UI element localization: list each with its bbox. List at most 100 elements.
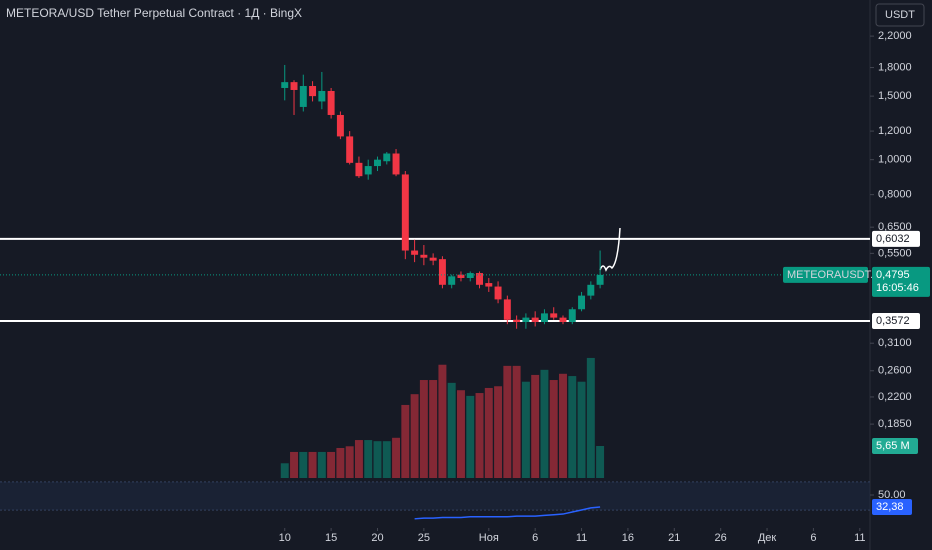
- y-tick-label: 2,2000: [878, 30, 912, 42]
- candle-body: [299, 86, 307, 107]
- volume-bar: [577, 381, 586, 478]
- candle-body: [364, 166, 372, 175]
- x-tick-label: 15: [325, 532, 337, 544]
- candle-body: [346, 136, 354, 163]
- volume-bar: [336, 447, 345, 478]
- y-tick-label: 0,8000: [878, 189, 912, 201]
- x-tick-label: 20: [371, 532, 383, 544]
- x-tick-label: 11: [854, 532, 865, 544]
- rsi-tick-label: 50.00: [878, 489, 906, 501]
- x-tick-label: Ноя: [479, 532, 499, 544]
- candle-body: [411, 250, 419, 255]
- volume-bar: [392, 437, 401, 478]
- candle-body: [485, 283, 493, 287]
- x-tick-label: 11: [576, 532, 587, 544]
- volume-bar: [429, 380, 438, 478]
- volume-bar: [494, 386, 503, 478]
- candle-body: [503, 299, 511, 320]
- volume-bar: [549, 380, 558, 478]
- rsi-line: [414, 506, 601, 520]
- candle-body: [290, 82, 298, 90]
- x-tick-label: 16: [622, 532, 634, 544]
- volume-bar: [345, 446, 354, 478]
- y-tick-label: 0,2600: [878, 365, 912, 377]
- volume-bar: [456, 390, 465, 478]
- hline-label-box: [872, 312, 920, 329]
- x-tick-label: Дек: [758, 532, 777, 544]
- candle-body: [392, 153, 400, 175]
- rsi-label: 32,38: [876, 501, 904, 513]
- y-tick-label: 0,5500: [878, 247, 912, 259]
- y-tick-label: 1,2000: [878, 125, 912, 137]
- volume-bar: [364, 440, 373, 478]
- volume-bar: [531, 374, 540, 478]
- volume-bar: [290, 451, 298, 478]
- volume-bar: [512, 365, 521, 478]
- y-tick-label: 1,5000: [878, 90, 912, 102]
- y-tick-label: 0,6500: [878, 221, 912, 233]
- y-tick-label: 0,1850: [878, 418, 912, 430]
- candle-body: [513, 319, 521, 322]
- volume-bar: [466, 395, 475, 478]
- last-price-box: [872, 266, 930, 297]
- candle-body: [309, 86, 317, 97]
- candle-body: [420, 254, 428, 258]
- candle-body: [281, 82, 289, 88]
- candle-body: [429, 257, 437, 261]
- candle-body: [578, 295, 586, 310]
- volume-bar: [447, 382, 456, 478]
- candle-body: [401, 174, 409, 251]
- currency[interactable]: USDT: [885, 9, 915, 21]
- y-tick-label: 1,0000: [878, 154, 912, 166]
- volume-bar: [419, 380, 428, 478]
- volume-bar: [484, 387, 493, 478]
- volume-bar: [382, 441, 391, 478]
- candle-body: [336, 114, 344, 137]
- candle-body: [466, 273, 474, 278]
- candle-body: [318, 90, 326, 102]
- volume-bar: [308, 451, 317, 478]
- x-tick-label: 6: [532, 532, 538, 544]
- x-tick-label: 6: [810, 532, 816, 544]
- candle-body: [531, 317, 539, 322]
- volume-bar: [540, 369, 549, 478]
- volume-bar: [438, 364, 447, 478]
- currency-button[interactable]: [875, 3, 925, 27]
- x-tick-label: 25: [418, 532, 430, 544]
- countdown: 16:05:46: [876, 282, 919, 294]
- volume-bar: [475, 393, 484, 478]
- drawing: [599, 227, 621, 272]
- candle-body: [457, 274, 465, 278]
- volume-bar: [586, 357, 595, 478]
- volume-bar: [521, 381, 530, 478]
- x-tick-label: 26: [715, 532, 727, 544]
- volume-bar: [354, 440, 363, 478]
- volume-bar: [401, 404, 410, 478]
- rsi-band: [0, 482, 870, 510]
- y-tick-label: 0,3100: [878, 337, 912, 349]
- candle-body: [438, 259, 446, 285]
- y-tick-label: 1,8000: [878, 61, 912, 73]
- volume-bar: [327, 451, 336, 478]
- symbol-box: [783, 266, 868, 283]
- last-price-label: 0,4795: [876, 269, 910, 281]
- symbol-label: METEORAUSDT.P: [787, 269, 881, 281]
- hline-label-box: [872, 230, 920, 247]
- volume-bar: [299, 451, 308, 478]
- candle-body: [522, 317, 530, 322]
- volume-bar: [559, 373, 567, 478]
- volume-bar: [596, 446, 605, 478]
- hline-label: 0,6032: [876, 233, 910, 245]
- hline-label: 0,3572: [876, 315, 910, 327]
- candle-body: [596, 274, 604, 285]
- rsi-label-box: [872, 498, 912, 515]
- x-tick-label: 21: [668, 532, 680, 544]
- candle-body: [587, 284, 595, 296]
- candle-body: [383, 153, 391, 162]
- volume-bar: [317, 451, 326, 478]
- candle-body: [327, 90, 335, 115]
- volume-bar: [373, 441, 382, 478]
- chart-title: METEORA/USD Tether Perpetual Contract · …: [6, 6, 302, 20]
